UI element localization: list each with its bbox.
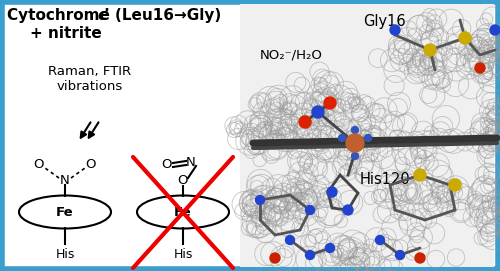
Text: ’ (Leu16→Gly): ’ (Leu16→Gly) bbox=[104, 8, 221, 23]
Circle shape bbox=[286, 235, 294, 244]
Text: Gly16: Gly16 bbox=[363, 14, 406, 29]
FancyBboxPatch shape bbox=[2, 2, 498, 269]
Text: NO₂⁻/H₂O: NO₂⁻/H₂O bbox=[260, 48, 323, 61]
Ellipse shape bbox=[137, 195, 229, 228]
Circle shape bbox=[459, 32, 471, 44]
Circle shape bbox=[490, 25, 500, 35]
Text: His: His bbox=[174, 249, 193, 262]
Text: Cytochrome: Cytochrome bbox=[7, 8, 115, 23]
Circle shape bbox=[352, 153, 358, 160]
Circle shape bbox=[326, 244, 334, 253]
Text: O: O bbox=[162, 159, 172, 172]
Circle shape bbox=[256, 195, 264, 205]
Circle shape bbox=[324, 97, 336, 109]
Circle shape bbox=[424, 44, 436, 56]
Circle shape bbox=[338, 134, 345, 141]
Text: O: O bbox=[34, 159, 44, 172]
Text: vibrations: vibrations bbox=[57, 80, 123, 93]
Circle shape bbox=[376, 235, 384, 244]
Circle shape bbox=[343, 205, 353, 215]
Circle shape bbox=[396, 250, 404, 260]
Ellipse shape bbox=[19, 195, 111, 228]
Circle shape bbox=[364, 134, 372, 141]
Text: His: His bbox=[56, 249, 74, 262]
Circle shape bbox=[390, 25, 400, 35]
FancyBboxPatch shape bbox=[240, 4, 494, 267]
Circle shape bbox=[327, 187, 337, 197]
Text: Fe: Fe bbox=[174, 205, 192, 218]
Circle shape bbox=[270, 253, 280, 263]
Text: + nitrite: + nitrite bbox=[30, 26, 102, 41]
Text: His120: His120 bbox=[360, 172, 411, 187]
Circle shape bbox=[306, 250, 314, 260]
Text: N: N bbox=[186, 156, 196, 169]
Circle shape bbox=[346, 134, 364, 152]
Text: O: O bbox=[86, 159, 96, 172]
Circle shape bbox=[414, 169, 426, 181]
Circle shape bbox=[352, 127, 358, 134]
Text: O: O bbox=[178, 175, 188, 188]
Circle shape bbox=[449, 179, 461, 191]
Text: c: c bbox=[97, 8, 106, 23]
Circle shape bbox=[475, 63, 485, 73]
Text: Fe: Fe bbox=[56, 205, 74, 218]
Circle shape bbox=[415, 253, 425, 263]
Text: Raman, FTIR: Raman, FTIR bbox=[48, 65, 132, 78]
Text: N: N bbox=[60, 175, 70, 188]
Circle shape bbox=[312, 106, 324, 118]
Circle shape bbox=[306, 205, 314, 215]
Circle shape bbox=[299, 116, 311, 128]
